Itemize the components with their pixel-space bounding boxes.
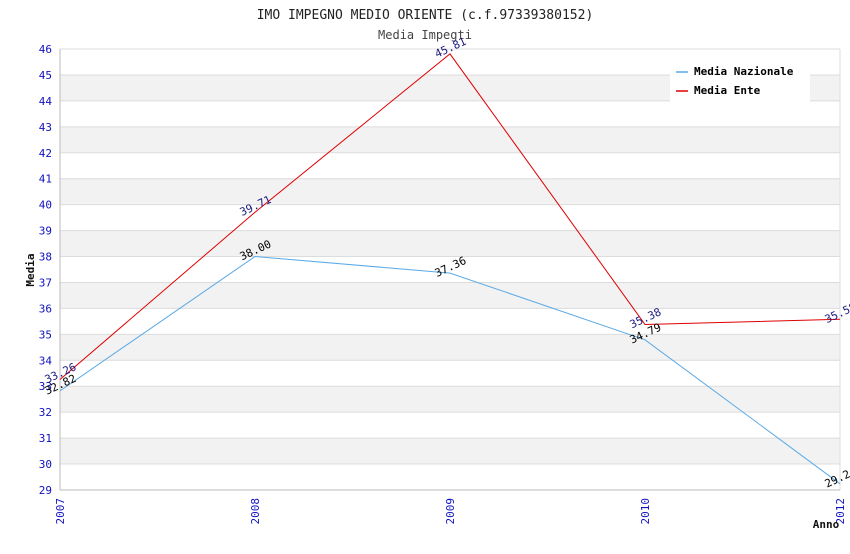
grid-band [60, 438, 840, 465]
data-label: 29.24 [823, 465, 850, 491]
y-tick-label: 46 [39, 43, 52, 56]
grid-band [60, 386, 840, 413]
y-tick-labels: 29 30 31 32 33 34 35 36 37 38 39 40 41 42 43 44 45 46 [39, 43, 53, 497]
x-axis-title: Anno [813, 518, 840, 531]
y-tick-label: 35 [39, 328, 52, 341]
x-tick-label: 2008 [249, 498, 262, 525]
y-tick-label: 34 [39, 354, 53, 367]
legend-label-media-ente: Media Ente [694, 84, 761, 97]
y-tick-label: 31 [39, 432, 52, 445]
x-tick-label: 2012 [834, 498, 847, 525]
legend: Media Nazionale Media Ente [670, 60, 810, 102]
legend-box [670, 60, 810, 102]
y-tick-label: 43 [39, 121, 52, 134]
y-tick-label: 30 [39, 458, 52, 471]
x-tick-labels: 2007 2008 2009 2010 2012 [54, 498, 847, 525]
y-tick-label: 44 [39, 95, 53, 108]
x-tick-label: 2010 [639, 498, 652, 525]
y-tick-label: 40 [39, 199, 52, 212]
series-line-media-nazionale [59, 255, 841, 485]
legend-label-media-nazionale: Media Nazionale [694, 65, 794, 78]
y-tick-label: 37 [39, 276, 52, 289]
y-tick-label: 33 [39, 380, 52, 393]
y-tick-label: 45 [39, 69, 52, 82]
y-tick-label: 38 [39, 251, 52, 264]
grid-band [60, 334, 840, 361]
y-tick-label: 41 [39, 173, 52, 186]
y-tick-label: 42 [39, 147, 52, 160]
grid-band [60, 126, 840, 153]
x-tick-label: 2009 [444, 498, 457, 525]
axes [59, 49, 841, 491]
x-tick-label: 2007 [54, 498, 67, 525]
y-tick-label: 29 [39, 484, 52, 497]
series-layer [59, 53, 841, 485]
data-label: 37.36 [433, 254, 469, 280]
grid-bands [60, 74, 840, 465]
grid-band [60, 282, 840, 309]
chart-subtitle: Media Impegti [378, 28, 472, 42]
y-axis-title: Media [24, 253, 37, 286]
chart-title: IMO IMPEGNO MEDIO ORIENTE (c.f.973393801… [257, 8, 594, 23]
grid-band [60, 178, 840, 205]
series-line-media-ente [59, 53, 841, 380]
data-labels: 32.8238.0037.3634.7929.2433.2639.7145.81… [43, 35, 850, 491]
y-tick-label: 32 [39, 406, 52, 419]
y-tick-label: 39 [39, 225, 52, 238]
y-tick-label: 36 [39, 302, 52, 315]
grid-band [60, 230, 840, 257]
